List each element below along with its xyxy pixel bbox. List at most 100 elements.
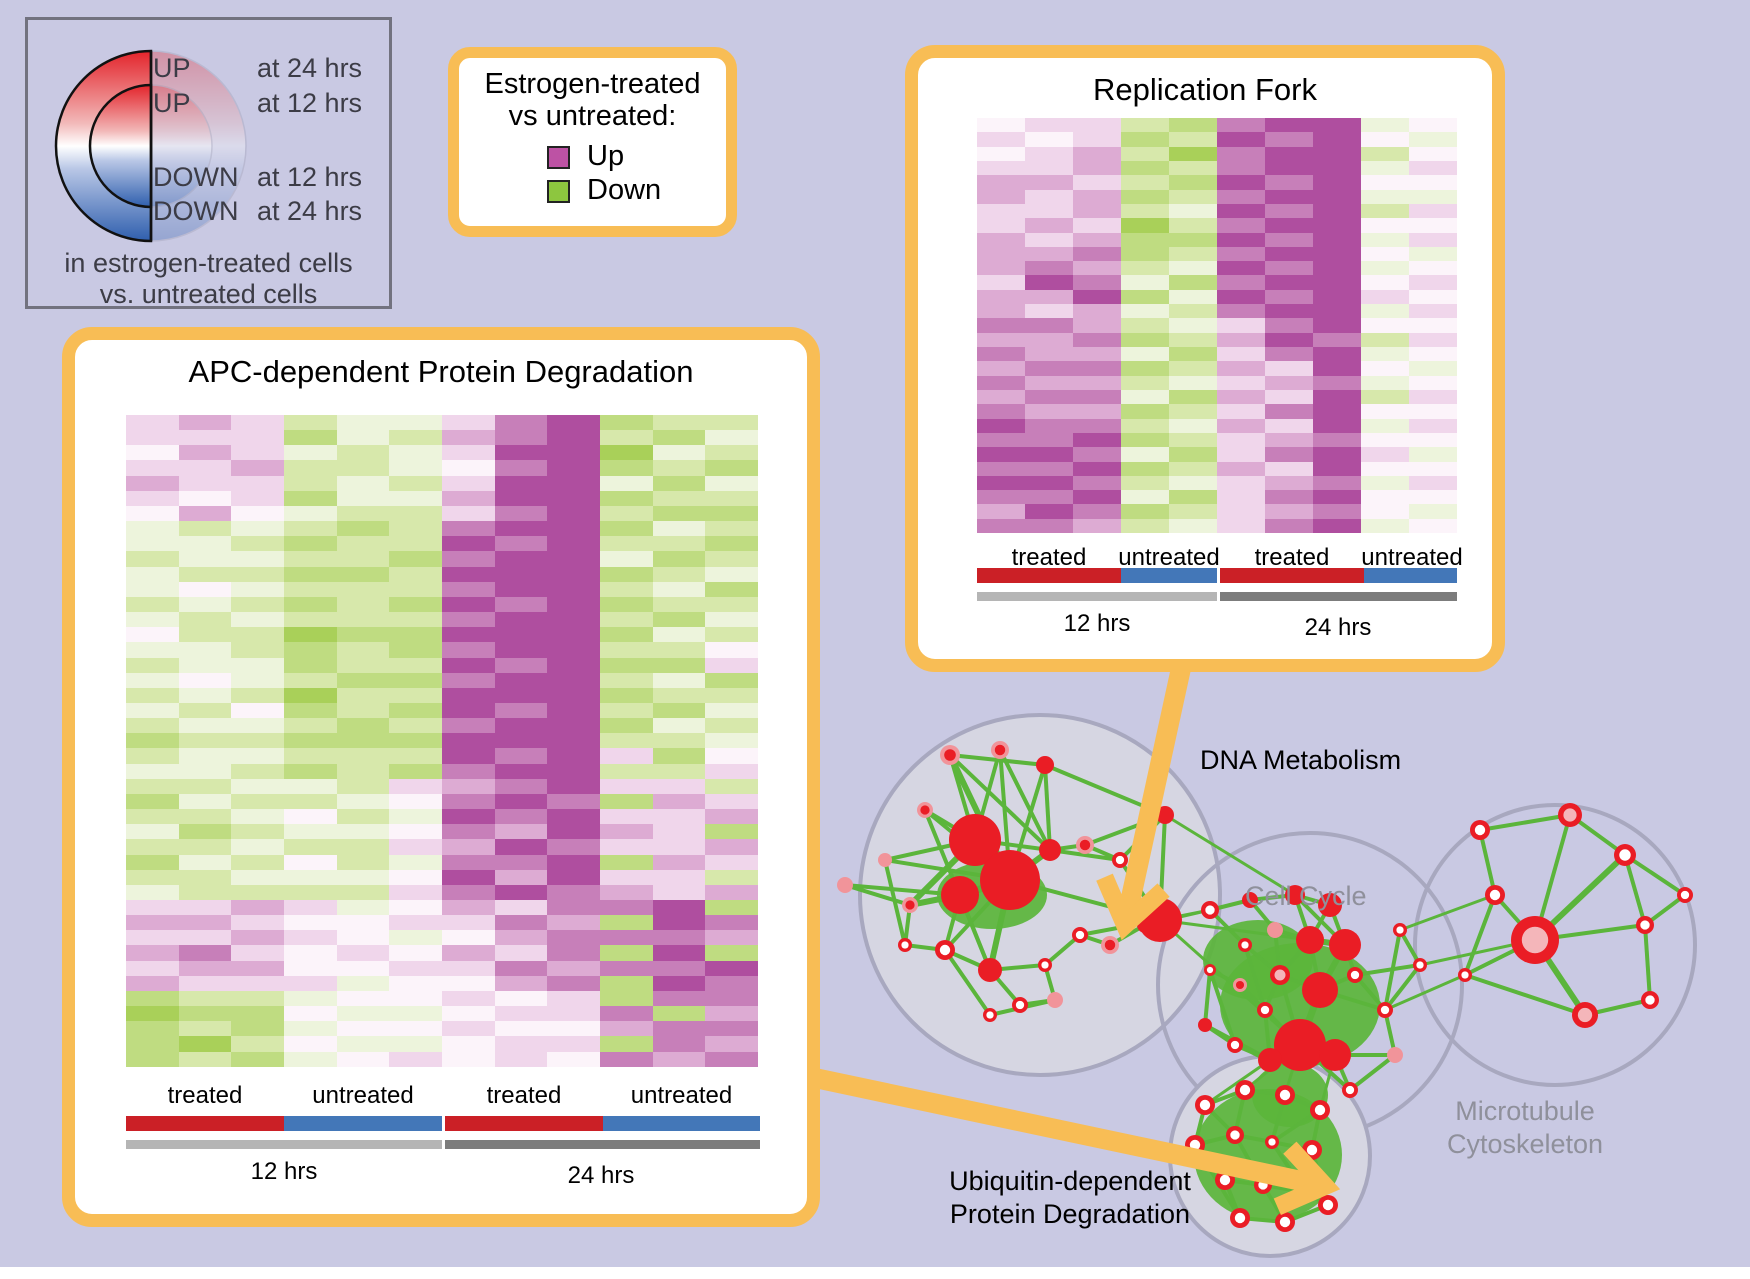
heatmap-cell bbox=[652, 733, 706, 749]
heatmap-cell bbox=[178, 778, 232, 794]
heatmap-cell bbox=[1121, 146, 1169, 161]
heatmap-cell bbox=[126, 869, 179, 885]
heatmap-cell bbox=[231, 1021, 285, 1037]
heatmap-cell bbox=[336, 778, 390, 794]
heatmap-cell bbox=[178, 551, 232, 567]
gene-node-dna bbox=[980, 850, 1040, 910]
heatmap-cell bbox=[284, 930, 337, 946]
gene-node-mt bbox=[1619, 849, 1631, 861]
heatmap-row bbox=[126, 990, 759, 1007]
heatmap-cell bbox=[600, 824, 653, 840]
network-nodes bbox=[837, 741, 1693, 1232]
heatmap-cell bbox=[652, 612, 706, 628]
heatmap-cell bbox=[178, 627, 232, 643]
heatmap-cell bbox=[1265, 461, 1313, 476]
heatmap-cell bbox=[389, 445, 443, 461]
heatmap-cell bbox=[1073, 118, 1121, 133]
heatmap-cell bbox=[705, 839, 759, 855]
heatmap-cell bbox=[547, 581, 601, 597]
heatmap-cell bbox=[1025, 418, 1073, 433]
heatmap-cell bbox=[389, 854, 443, 870]
gene-node-cc bbox=[1387, 1047, 1403, 1063]
heatmap-cell bbox=[547, 945, 601, 961]
ring-legend-direction: UP bbox=[153, 53, 191, 83]
heatmap-cell bbox=[442, 612, 495, 628]
heatmap-cell bbox=[284, 536, 337, 552]
heatmap-cell bbox=[1121, 490, 1169, 505]
heatmap-cell bbox=[494, 763, 548, 779]
heatmap-cell bbox=[1409, 504, 1457, 519]
heatmap-cell bbox=[1169, 332, 1217, 347]
network-edge bbox=[943, 948, 992, 1017]
gene-node-dna bbox=[878, 853, 892, 867]
heatmap-cell bbox=[1025, 189, 1073, 204]
cluster-label-text: Ubiquitin-dependent bbox=[949, 1166, 1191, 1196]
heatmap-cell bbox=[1217, 160, 1265, 176]
heatmap-cell bbox=[1169, 432, 1217, 448]
heatmap-cell bbox=[1409, 160, 1457, 176]
heatmap-cell bbox=[652, 581, 706, 597]
heatmap-cell bbox=[600, 566, 653, 582]
heatmap-cell bbox=[1217, 447, 1265, 462]
heatmap-cell bbox=[442, 475, 495, 491]
heatmap-cell bbox=[336, 475, 390, 491]
heatmap-cell bbox=[231, 430, 285, 446]
heatmap-cell bbox=[231, 839, 285, 855]
heatmap-cell bbox=[1313, 203, 1361, 219]
heatmap-cell bbox=[652, 824, 706, 840]
heatmap-cell bbox=[1025, 304, 1073, 319]
heatmap-cell bbox=[1217, 189, 1265, 204]
heatmap-cell bbox=[600, 763, 653, 779]
heatmap-cell bbox=[600, 551, 653, 567]
heatmap-cell bbox=[600, 581, 653, 597]
network-edge bbox=[1043, 764, 1052, 851]
heatmap-cell bbox=[1313, 432, 1361, 448]
gene-node-mt bbox=[1680, 890, 1690, 900]
heatmap-cell bbox=[336, 672, 390, 688]
heatmap-cell bbox=[284, 627, 337, 643]
heatmap-cell bbox=[1409, 447, 1457, 462]
heatmap-cell bbox=[126, 566, 179, 582]
treated-bar bbox=[1220, 568, 1364, 583]
heatmap-cell bbox=[126, 733, 179, 749]
heatmap-cell bbox=[284, 1036, 337, 1052]
heatmap-cell bbox=[231, 1006, 285, 1022]
cluster-label-text: DNA Metabolism bbox=[1200, 745, 1402, 775]
heatmap-cell bbox=[284, 869, 337, 885]
heatmap-cell bbox=[178, 748, 232, 764]
network-edge bbox=[1463, 894, 1497, 976]
heatmap-cell bbox=[977, 203, 1025, 219]
heatmap-cell bbox=[284, 915, 337, 931]
heatmap-cell bbox=[547, 975, 601, 991]
heatmap-cell bbox=[1073, 447, 1121, 462]
heatmap-cell bbox=[494, 612, 548, 628]
heatmap-cell bbox=[1265, 189, 1313, 204]
heatmap-cell bbox=[389, 869, 443, 885]
heatmap-cell bbox=[1313, 189, 1361, 204]
heatmap-cell bbox=[336, 490, 390, 506]
heatmap-cell bbox=[178, 718, 232, 734]
heatmap-cell bbox=[1169, 160, 1217, 176]
heatmap-cell bbox=[231, 960, 285, 976]
heatmap-cell bbox=[977, 332, 1025, 347]
heatmap-cell bbox=[705, 1006, 759, 1022]
heatmap-cell bbox=[1361, 347, 1409, 362]
ring-legend-direction: DOWN bbox=[153, 162, 239, 192]
heatmap-cell bbox=[600, 930, 653, 946]
heatmap-cell bbox=[126, 430, 179, 446]
heatmap-cell bbox=[1265, 375, 1313, 390]
heatmap-row bbox=[126, 581, 759, 597]
heatmap-row bbox=[977, 475, 1457, 491]
heatmap-cell bbox=[178, 657, 232, 673]
heatmap-cell bbox=[494, 884, 548, 900]
heatmap-cell bbox=[705, 505, 759, 522]
heatmap-cell bbox=[284, 960, 337, 976]
gene-node-ub bbox=[1322, 1199, 1334, 1211]
gene-node-cc bbox=[1260, 1005, 1270, 1015]
heatmap-cell bbox=[1121, 504, 1169, 519]
time-label-24hrs: 24 hrs bbox=[1304, 614, 1372, 641]
heatmap-cell bbox=[1121, 432, 1169, 448]
heatmap-cell bbox=[231, 945, 285, 961]
heatmap-cell bbox=[126, 915, 179, 931]
heatmap-cell bbox=[705, 1051, 759, 1067]
